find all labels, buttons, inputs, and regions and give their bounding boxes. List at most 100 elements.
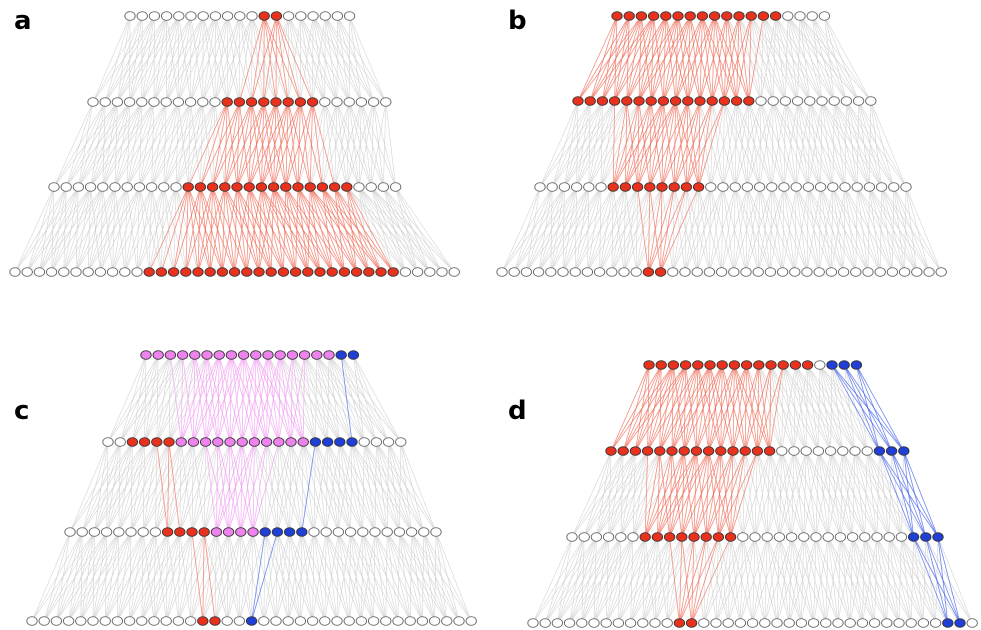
panel-b-node: [647, 11, 660, 21]
panel-label-d: d: [508, 396, 527, 426]
panel-b-edge: [760, 100, 785, 188]
panel-d-node: [932, 532, 944, 542]
panel-b-edge: [799, 15, 859, 102]
panel-c-node: [184, 616, 197, 626]
panel-a-node: [316, 182, 329, 192]
panel-a-active-edge: [309, 186, 357, 273]
panel-a-edge: [166, 15, 179, 103]
panel-a-edge: [139, 186, 162, 273]
panel-b-node: [496, 267, 508, 277]
panel-c-edge: [400, 441, 437, 533]
panel-c-node: [392, 616, 404, 626]
panel-b-edge: [748, 100, 773, 188]
panel-c-edge: [302, 441, 339, 533]
panel-d-edge: [632, 450, 636, 538]
panel-a-active-edge: [187, 186, 211, 273]
panel-d-node: [826, 360, 838, 370]
panel-c-node: [199, 437, 212, 447]
panel-b-edge: [513, 186, 541, 273]
panel-a-node: [160, 97, 172, 107]
panel-b-active-edge: [577, 15, 618, 102]
panel-d-active-edge: [937, 536, 961, 624]
panel-d-node: [846, 532, 859, 542]
panel-d-node: [678, 446, 690, 456]
panel-d-node: [704, 360, 716, 370]
panel-a-active-edge: [285, 186, 345, 273]
panel-c-edge: [156, 354, 159, 443]
panel-c-node: [201, 350, 213, 360]
panel-c-edge: [81, 441, 109, 533]
panel-d-edge: [876, 536, 924, 624]
panel-a-edge: [139, 101, 143, 188]
panel-b-edge: [808, 186, 857, 273]
panel-a-edge: [324, 101, 360, 188]
panel-c-edge: [376, 441, 437, 533]
panel-c-node: [221, 616, 233, 626]
panel-d-edge: [766, 536, 778, 624]
panel-c-edge: [277, 531, 313, 622]
panel-b-edge: [809, 100, 846, 188]
panel-d-node: [685, 618, 698, 628]
panel-c-active-edge: [170, 354, 182, 443]
panel-c-active-edge: [302, 354, 305, 443]
panel-c-node: [233, 616, 246, 626]
panel-c-node: [209, 616, 221, 626]
panel-b-node: [660, 11, 672, 21]
panel-a-node: [155, 267, 168, 277]
panel-c-edge: [435, 531, 472, 622]
panel-b-edge: [783, 186, 808, 273]
panel-c-node: [358, 437, 370, 447]
panel-b-edge: [833, 100, 882, 188]
panel-c-edge: [264, 531, 277, 622]
panel-c-node: [334, 437, 346, 447]
panel-c-edge: [327, 441, 376, 533]
panel-a-node: [143, 267, 155, 277]
panel-d-node: [673, 618, 686, 628]
panel-d-edge: [827, 536, 851, 624]
panel-b-edge: [797, 100, 834, 188]
panel-d-edge: [782, 364, 844, 452]
panel-c-node: [319, 616, 331, 626]
panel-d-node: [578, 532, 590, 542]
panel-c-node: [259, 527, 271, 537]
panel-a-edge: [312, 15, 350, 103]
panel-a-node: [343, 11, 356, 21]
panel-c-edge: [338, 531, 387, 622]
panel-a-active-edge: [285, 186, 333, 273]
panel-a-node: [380, 97, 392, 107]
panel-b-node: [874, 267, 886, 277]
panel-c-edge: [316, 354, 365, 443]
panel-a-node: [206, 182, 219, 192]
panel-a-edge: [324, 101, 335, 188]
panel-c-edge: [80, 531, 95, 622]
panel-c-edge: [411, 531, 472, 622]
panel-b-edge: [724, 100, 760, 188]
panel-c-node: [125, 527, 137, 537]
panel-b-active-edge: [648, 186, 651, 273]
panel-c-edge: [374, 531, 411, 622]
panel-b-node: [619, 182, 632, 192]
panel-d-node: [929, 618, 942, 628]
panel-b-edge: [787, 15, 847, 102]
panel-a-active-edge: [224, 101, 228, 188]
panel-d-node: [861, 446, 873, 456]
panel-a-active-edge: [200, 186, 235, 273]
panel-a-node: [145, 182, 158, 192]
panel-c-edge: [399, 531, 460, 622]
panel-d-active-edge: [683, 450, 695, 538]
panel-b-active-edge: [637, 100, 640, 188]
panel-c-edge: [266, 441, 290, 533]
panel-b-edge: [785, 100, 834, 188]
panel-c-edge: [228, 531, 252, 622]
panel-c-edge: [339, 441, 376, 533]
panel-d-edge: [583, 450, 612, 538]
panel-b-node: [581, 267, 594, 277]
panel-c-node: [430, 527, 442, 537]
panel-a-active-edge: [300, 101, 311, 188]
panel-d-node: [763, 446, 776, 456]
panel-d-node: [765, 360, 777, 370]
panel-d-edge: [901, 536, 949, 624]
panel-c-edge: [178, 531, 181, 622]
panel-d-node: [873, 446, 886, 456]
panel-c-edge: [363, 441, 425, 533]
